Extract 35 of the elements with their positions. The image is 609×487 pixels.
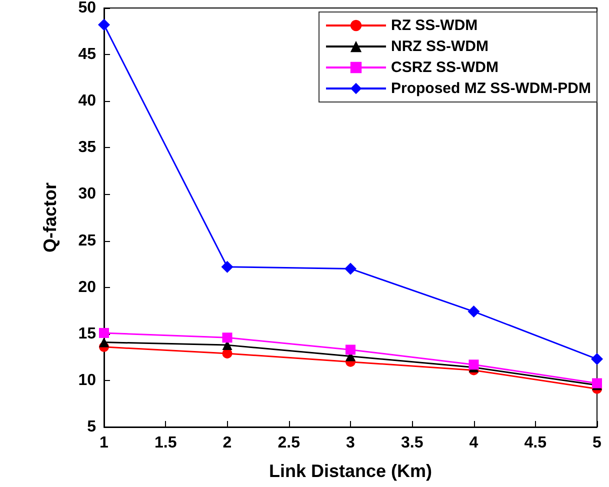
- x-tick-label: 2: [222, 434, 232, 452]
- y-tick-label: 15: [78, 325, 96, 342]
- point: [591, 353, 603, 366]
- legend-label: CSRZ SS-WDM: [391, 59, 499, 76]
- y-tick-label: 40: [78, 92, 96, 110]
- point: [99, 337, 109, 348]
- y-tick-label: 30: [78, 186, 96, 203]
- point: [99, 328, 109, 338]
- point: [468, 360, 479, 370]
- y-axis-title: Q-factor: [40, 182, 60, 253]
- x-tick-label: 3.5: [401, 434, 424, 452]
- point: [222, 332, 232, 343]
- y-tick-label: 5: [87, 418, 96, 436]
- x-axis-title: Link Distance (Km): [268, 461, 432, 481]
- x-tick-label: 1.5: [154, 434, 177, 452]
- x-tick-label: 3: [346, 434, 356, 452]
- point: [344, 262, 356, 275]
- point: [468, 306, 480, 318]
- y-tick-label: 20: [78, 278, 96, 296]
- y-tick-label: 25: [78, 232, 96, 250]
- y-tick-label: 45: [78, 46, 96, 64]
- x-tick-label: 5: [592, 434, 602, 452]
- point: [98, 18, 110, 31]
- x-tick-label: 2.5: [278, 434, 300, 452]
- legend-label: Proposed MZ SS-WDM-PDM: [391, 80, 592, 97]
- x-tick-label: 4: [469, 434, 478, 452]
- y-tick-label: 50: [78, 0, 96, 16]
- legend-label: NRZ SS-WDM: [391, 38, 489, 55]
- point: [221, 260, 234, 273]
- y-tick-label: 35: [78, 139, 96, 156]
- legend-label: RZ SS-WDM: [391, 17, 478, 34]
- y-tick-label: 10: [78, 372, 96, 389]
- x-tick-label: 1: [100, 434, 109, 452]
- x-tick-label: 4.5: [524, 434, 547, 452]
- point: [346, 344, 356, 355]
